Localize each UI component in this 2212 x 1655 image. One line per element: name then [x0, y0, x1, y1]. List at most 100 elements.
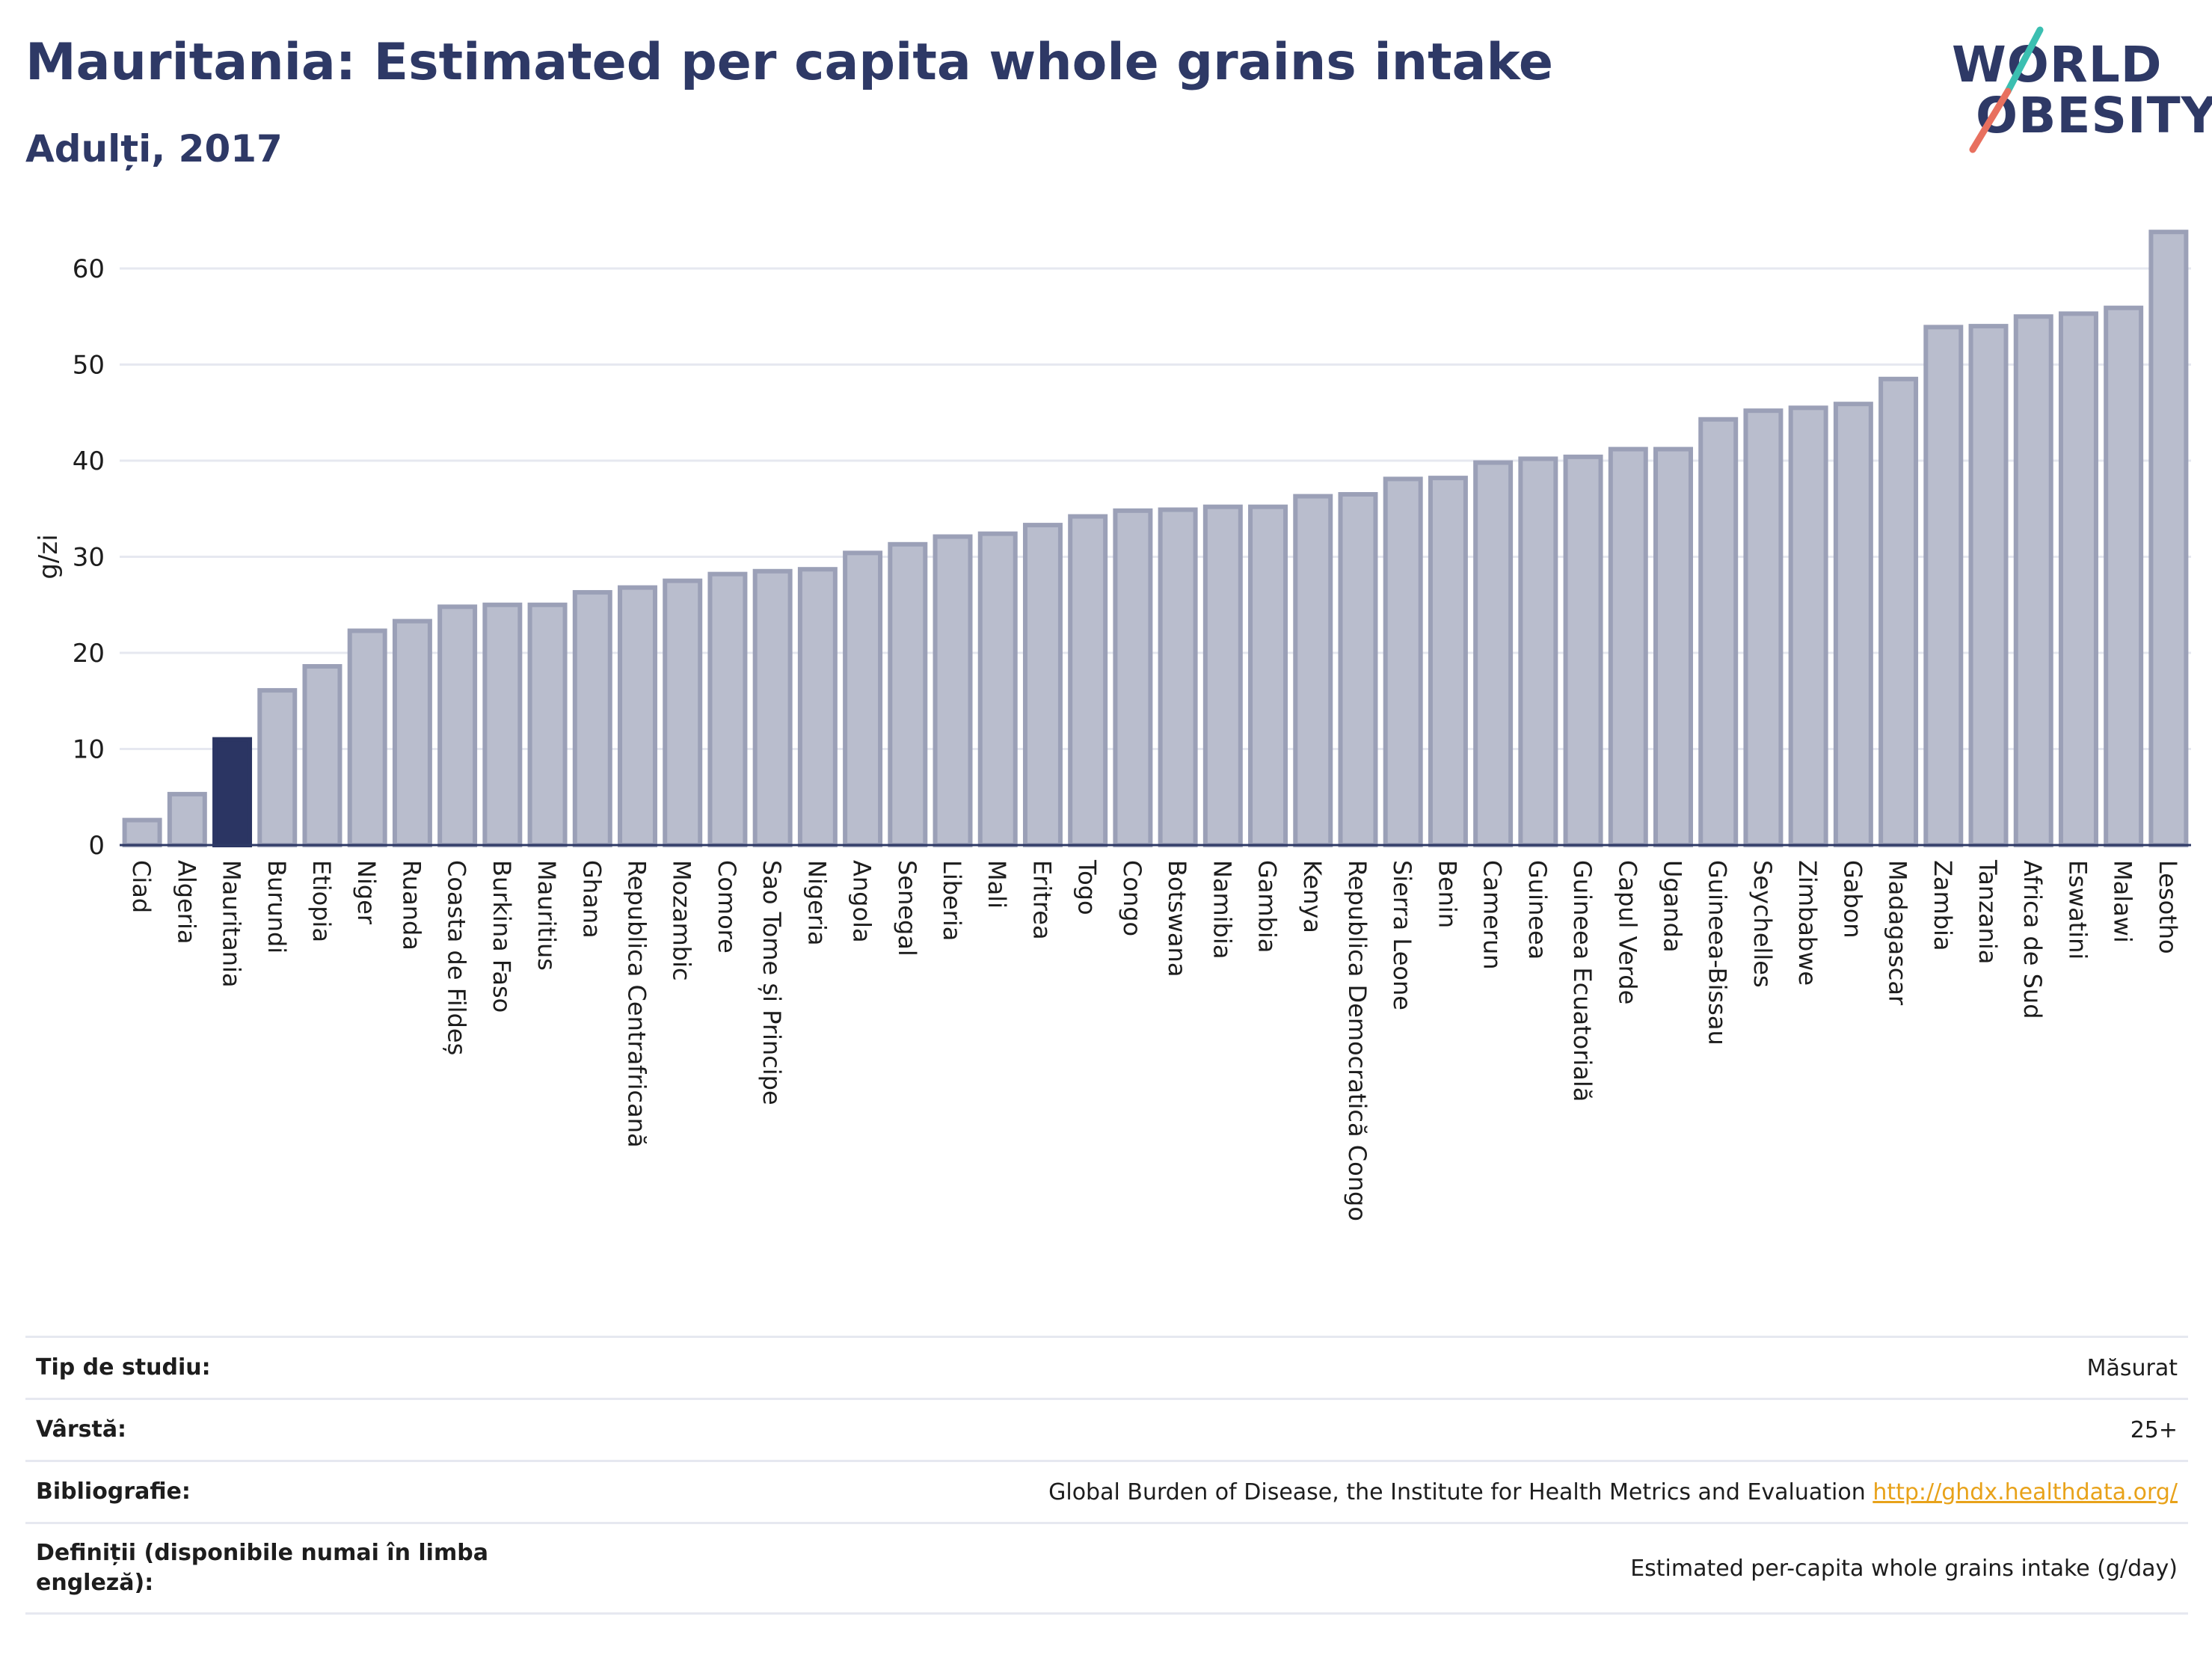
x-tick-label: Zimbabwe	[1793, 860, 1822, 986]
bar-burkina-faso[interactable]	[482, 602, 523, 847]
x-tick-label: Mali	[983, 860, 1011, 909]
info-label: Vârstă:	[36, 1416, 127, 1443]
bar-etiopia[interactable]	[302, 663, 342, 847]
info-row-definitions: Definiții (disponibile numai în limba en…	[25, 1524, 2188, 1615]
bar-guineea[interactable]	[1518, 456, 1558, 847]
bar-malawi[interactable]	[2104, 305, 2144, 847]
y-tick-label: 60	[73, 254, 105, 284]
x-tick-label: Republica Centrafricană	[623, 860, 651, 1148]
bar-camerun[interactable]	[1473, 460, 1514, 847]
x-tick-label: Algeria	[172, 860, 200, 944]
bar-gambia[interactable]	[1248, 504, 1288, 847]
bar-togo[interactable]	[1068, 514, 1108, 847]
bar-uganda[interactable]	[1653, 446, 1693, 847]
x-tick-label: Guineea Ecuatorială	[1568, 860, 1597, 1102]
x-tick-label: Mozambic	[668, 860, 696, 981]
x-tick-label: Lesotho	[2154, 860, 2182, 954]
x-tick-label: Togo	[1073, 859, 1102, 915]
bar-madagascar[interactable]	[1878, 376, 1919, 847]
bar-liberia[interactable]	[933, 534, 973, 847]
info-row-study-type: Tip de studiu: Măsurat	[25, 1338, 2188, 1400]
bar-seychelles[interactable]	[1743, 408, 1784, 847]
bar-niger[interactable]	[347, 628, 387, 847]
bar-mauritius[interactable]	[527, 602, 568, 847]
bar-ciad[interactable]	[122, 817, 162, 848]
source-link[interactable]: http://ghdx.healthdata.org/	[1872, 1479, 2178, 1505]
bar-nigeria[interactable]	[797, 567, 838, 847]
x-tick-label: Nigeria	[802, 860, 831, 945]
bar-mauritania[interactable]	[212, 737, 253, 848]
x-tick-label: Liberia	[938, 860, 966, 941]
bar-gabon[interactable]	[1833, 402, 1873, 847]
bar-africa-de-sud[interactable]	[2013, 314, 2053, 847]
info-label: Bibliografie:	[36, 1479, 191, 1505]
x-tick-label: Sierra Leone	[1388, 860, 1416, 1010]
x-tick-label: Eritrea	[1027, 860, 1056, 940]
bar-angola[interactable]	[843, 550, 883, 847]
y-axis-ticks: 0 10 20 30 40 50 60	[73, 254, 105, 861]
bar-mozambic[interactable]	[663, 578, 703, 847]
x-tick-label: Niger	[352, 860, 381, 925]
x-tick-label: Botswana	[1163, 860, 1191, 977]
world-obesity-logo[interactable]: WORLD OBESITY	[1952, 22, 2212, 157]
bar-algeria[interactable]	[167, 791, 207, 848]
x-tick-label: Tanzania	[1973, 859, 2002, 964]
bar-eritrea[interactable]	[1022, 523, 1063, 847]
chart-title: Mauritania: Estimated per capita whole g…	[25, 33, 1554, 92]
x-tick-label: Ruanda	[397, 860, 425, 951]
info-table: Tip de studiu: Măsurat Vârstă: 25+ Bibli…	[25, 1336, 2188, 1615]
bar-eswatini[interactable]	[2058, 311, 2098, 847]
bar-comore[interactable]	[707, 571, 748, 847]
x-tick-label: Mauritius	[532, 860, 561, 971]
x-tick-label: Camerun	[1478, 860, 1507, 970]
y-tick-label: 30	[73, 543, 105, 573]
x-tick-label: Eswatini	[2063, 860, 2092, 959]
y-axis-label: g/zi	[34, 534, 64, 579]
bar-congo[interactable]	[1113, 508, 1153, 847]
info-value: Măsurat	[2086, 1354, 2178, 1381]
x-tick-label: Sao Tome și Principe	[758, 860, 786, 1105]
bar-mali[interactable]	[977, 531, 1018, 847]
bar-guineea-ecuatorială[interactable]	[1563, 454, 1603, 847]
bar-coasta-de-fildeș[interactable]	[437, 604, 478, 847]
x-axis-category-labels: Ciad Algeria Mauritania Burundi Etiopia Niger…	[127, 859, 2182, 1221]
bar-sao-tome-și-principe[interactable]	[752, 568, 793, 847]
x-tick-label: Guineea-Bissau	[1703, 860, 1732, 1045]
bar-guineea-bissau[interactable]	[1698, 417, 1739, 847]
bar-benin[interactable]	[1428, 476, 1468, 847]
bar-namibia[interactable]	[1202, 504, 1243, 847]
bar-republica-centrafricană[interactable]	[618, 585, 657, 847]
bar-senegal[interactable]	[888, 541, 928, 847]
x-tick-label: Ciad	[127, 860, 156, 913]
bar-burundi[interactable]	[257, 688, 298, 847]
bar-ghana[interactable]	[572, 590, 612, 847]
x-tick-label: Gambia	[1253, 860, 1282, 953]
x-tick-label: Zambia	[1929, 860, 1957, 951]
bar-capul-verde[interactable]	[1608, 446, 1648, 847]
bar-zimbabwe[interactable]	[1788, 405, 1828, 847]
bar-republica-democratică-congo[interactable]	[1338, 491, 1378, 847]
x-tick-label: Gabon	[1838, 860, 1867, 939]
bar-lesotho[interactable]	[2148, 230, 2189, 848]
x-tick-label: Republica Democratică Congo	[1343, 860, 1371, 1221]
bar-ruanda[interactable]	[392, 618, 432, 847]
info-value: Estimated per-capita whole grains intake…	[1630, 1555, 2178, 1582]
bar-sierra-leone[interactable]	[1383, 476, 1423, 847]
info-row-bibliography: Bibliografie: Global Burden of Disease, …	[25, 1462, 2188, 1524]
x-tick-label: Angola	[848, 860, 876, 943]
x-tick-label: Madagascar	[1884, 860, 1912, 1006]
x-tick-label: Malawi	[2109, 860, 2137, 943]
bibliography-text: Global Burden of Disease, the Institute …	[1048, 1479, 1866, 1505]
bar-tanzania[interactable]	[1968, 324, 2009, 848]
x-tick-label: Guineea	[1523, 860, 1552, 959]
x-tick-label: Comore	[713, 860, 741, 954]
bar-chart: 0 10 20 30 40 50 60 g/zi Ciad Algeria Mauritania…	[34, 230, 2191, 1221]
info-value: Global Burden of Disease, the Institute …	[1048, 1479, 2178, 1505]
x-tick-label: Burkina Faso	[488, 860, 516, 1013]
x-tick-label: Uganda	[1659, 860, 1687, 953]
info-label: Tip de studiu:	[36, 1354, 211, 1381]
x-tick-label: Burundi	[262, 860, 291, 954]
bar-kenya[interactable]	[1293, 494, 1333, 847]
bar-botswana[interactable]	[1158, 507, 1198, 847]
bar-zambia[interactable]	[1923, 325, 1964, 847]
